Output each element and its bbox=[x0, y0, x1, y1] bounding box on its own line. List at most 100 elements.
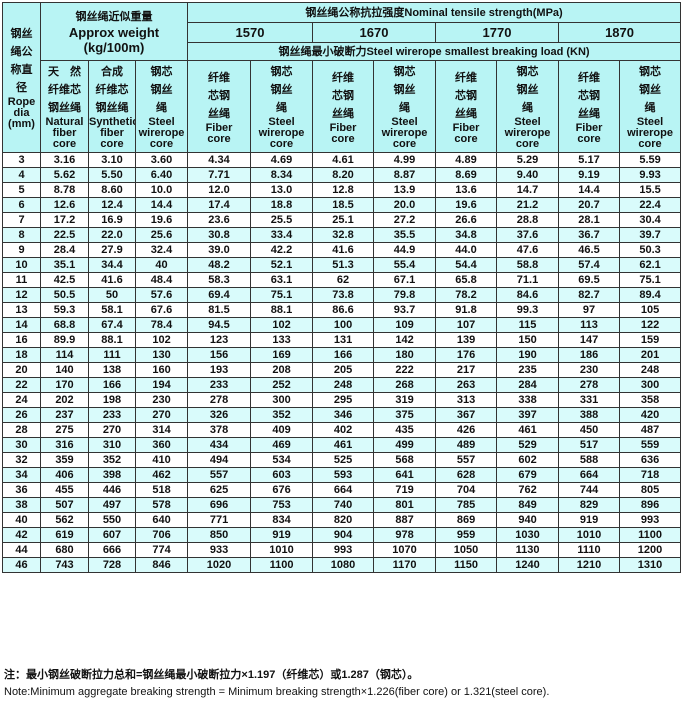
value-cell: 1010 bbox=[250, 542, 314, 558]
value-cell: 39.0 bbox=[187, 242, 252, 258]
value-cell: 664 bbox=[558, 467, 621, 483]
value-cell: 79.8 bbox=[373, 287, 437, 303]
rope-spec-table: 钢丝 绳公 称直径 Rope dia (mm) 钢丝绳近似重量 Approx weight… bbox=[2, 2, 682, 573]
value-cell: 850 bbox=[187, 527, 252, 543]
value-cell: 534 bbox=[250, 452, 314, 468]
table-row: 20 140 138 160 193 208 205 222 217 235 230 248 bbox=[2, 362, 682, 378]
value-cell: 8.20 bbox=[312, 167, 375, 183]
value-cell: 20.7 bbox=[558, 197, 621, 213]
value-cell: 9.93 bbox=[619, 167, 682, 183]
value-cell: 48.4 bbox=[134, 272, 189, 288]
value-cell: 959 bbox=[435, 527, 498, 543]
value-cell: 48.2 bbox=[187, 257, 252, 273]
value-cell: 568 bbox=[373, 452, 437, 468]
table-row: 7 17.2 16.9 19.6 23.6 25.5 25.1 27.2 26.6 28.8 28.… bbox=[2, 212, 682, 228]
value-cell: 233 bbox=[187, 377, 252, 393]
value-cell: 679 bbox=[496, 467, 560, 483]
value-cell: 114 bbox=[40, 347, 89, 363]
value-cell: 619 bbox=[40, 527, 89, 543]
value-cell: 50.3 bbox=[619, 242, 682, 258]
table-row: 30 316 310 360 434 469 461 499 489 529 517 559 bbox=[2, 437, 682, 453]
rope-diameter-cell: 4 bbox=[2, 167, 41, 183]
weight-cn: 钢丝绳近似重量 bbox=[75, 10, 153, 23]
rope-diameter-cell: 9 bbox=[2, 242, 41, 258]
value-cell: 410 bbox=[134, 452, 189, 468]
value-cell: 10.0 bbox=[134, 182, 189, 198]
value-cell: 562 bbox=[40, 512, 89, 528]
value-cell: 65.8 bbox=[435, 272, 498, 288]
value-cell: 67.4 bbox=[88, 317, 136, 333]
value-cell: 62.1 bbox=[619, 257, 682, 273]
weight-col-2: 钢芯 钢丝绳 Steel wirerope core bbox=[134, 60, 189, 153]
value-cell: 820 bbox=[312, 512, 375, 528]
value-cell: 16.9 bbox=[88, 212, 136, 228]
value-cell: 4.69 bbox=[250, 152, 314, 168]
value-cell: 13.6 bbox=[435, 182, 498, 198]
value-cell: 17.4 bbox=[187, 197, 252, 213]
value-cell: 193 bbox=[187, 362, 252, 378]
table-row: 32 359 352 410 494 534 525 568 557 602 588 636 bbox=[2, 452, 682, 468]
value-cell: 41.6 bbox=[312, 242, 375, 258]
rope-diameter-cell: 46 bbox=[2, 557, 41, 573]
weight-en: Approx weight bbox=[68, 24, 160, 40]
value-cell: 50.5 bbox=[40, 287, 89, 303]
rope-diameter-cell: 11 bbox=[2, 272, 41, 288]
table-row: 8 22.5 22.0 25.6 30.8 33.4 32.8 35.5 34.8 37.6 36.… bbox=[2, 227, 682, 243]
value-cell: 462 bbox=[134, 467, 189, 483]
weight-col-0-en: Natural bbox=[45, 116, 84, 128]
weight-col-2-en: core bbox=[149, 138, 174, 150]
value-cell: 109 bbox=[373, 317, 437, 333]
fiber-core-col-cn: 芯钢 bbox=[578, 89, 601, 102]
value-cell: 525 bbox=[312, 452, 375, 468]
value-cell: 834 bbox=[250, 512, 314, 528]
value-cell: 275 bbox=[40, 422, 89, 438]
value-cell: 300 bbox=[250, 392, 314, 408]
value-cell: 75.1 bbox=[619, 272, 682, 288]
steel-core-col-en: core bbox=[269, 138, 294, 150]
value-cell: 5.17 bbox=[558, 152, 621, 168]
rope-diameter-cell: 42 bbox=[2, 527, 41, 543]
value-cell: 198 bbox=[88, 392, 136, 408]
table-row: 26 237 233 270 326 352 346 375 367 397 388 420 bbox=[2, 407, 682, 423]
value-cell: 450 bbox=[558, 422, 621, 438]
value-cell: 331 bbox=[558, 392, 621, 408]
value-cell: 26.6 bbox=[435, 212, 498, 228]
value-cell: 7.71 bbox=[187, 167, 252, 183]
value-cell: 313 bbox=[435, 392, 498, 408]
table-row: 6 12.6 12.4 14.4 17.4 18.8 18.5 20.0 19.6 21.2 20.… bbox=[2, 197, 682, 213]
steel-core-col-en: wirerope bbox=[258, 127, 305, 139]
fiber-core-col-cn: 芯钢 bbox=[208, 89, 231, 102]
fiber-core-col-en: Fiber bbox=[205, 121, 233, 134]
steel-core-col-cn: 钢芯 bbox=[516, 66, 539, 78]
value-cell: 233 bbox=[88, 407, 136, 423]
weight-col-2-cn: 绳 bbox=[156, 102, 167, 114]
value-cell: 978 bbox=[373, 527, 437, 543]
rope-diameter-cell: 28 bbox=[2, 422, 41, 438]
weight-col-1-cn: 钢丝绳 bbox=[95, 102, 129, 114]
rope-diameter-cell: 3 bbox=[2, 152, 41, 168]
steel-core-col-en: Steel bbox=[636, 116, 664, 128]
value-cell: 111 bbox=[88, 347, 136, 363]
dia-en: Rope bbox=[7, 96, 36, 108]
value-cell: 78.2 bbox=[435, 287, 498, 303]
value-cell: 139 bbox=[435, 332, 498, 348]
steel-core-col: 钢芯 钢丝绳 Steel wirerope core bbox=[496, 60, 560, 153]
value-cell: 44.0 bbox=[435, 242, 498, 258]
value-cell: 518 bbox=[134, 482, 189, 498]
value-cell: 398 bbox=[88, 467, 136, 483]
rope-diameter-cell: 32 bbox=[2, 452, 41, 468]
weight-col-2-cn: 钢芯 bbox=[150, 66, 173, 78]
value-cell: 248 bbox=[312, 377, 375, 393]
value-cell: 67.6 bbox=[134, 302, 189, 318]
header-tensile-strength: 钢丝绳公称抗拉强度Nominal tensile strength(MPa) bbox=[187, 2, 682, 23]
value-cell: 102 bbox=[134, 332, 189, 348]
value-cell: 122 bbox=[619, 317, 682, 333]
value-cell: 774 bbox=[134, 542, 189, 558]
value-cell: 461 bbox=[496, 422, 560, 438]
weight-col-1-cn: 合成 bbox=[101, 66, 123, 78]
value-cell: 1310 bbox=[619, 557, 682, 573]
value-cell: 785 bbox=[435, 497, 498, 513]
rope-diameter-cell: 8 bbox=[2, 227, 41, 243]
value-cell: 13.0 bbox=[250, 182, 314, 198]
value-cell: 397 bbox=[496, 407, 560, 423]
